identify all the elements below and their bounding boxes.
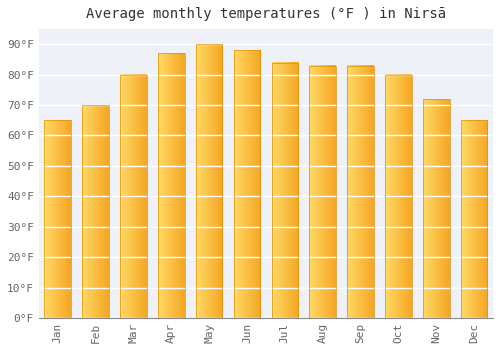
Bar (461, 120, 487, 318)
Bar (385, 75, 411, 318)
Title: Average monthly temperatures (°F ) in Nirsā: Average monthly temperatures (°F ) in Ni… (86, 7, 446, 21)
Bar (310, 65, 336, 318)
Bar (158, 54, 184, 318)
Bar (196, 44, 222, 318)
Bar (272, 63, 298, 318)
Bar (348, 65, 374, 318)
Bar (44, 120, 71, 318)
Bar (423, 99, 450, 318)
Bar (120, 75, 146, 318)
Bar (82, 105, 109, 318)
Bar (234, 50, 260, 318)
